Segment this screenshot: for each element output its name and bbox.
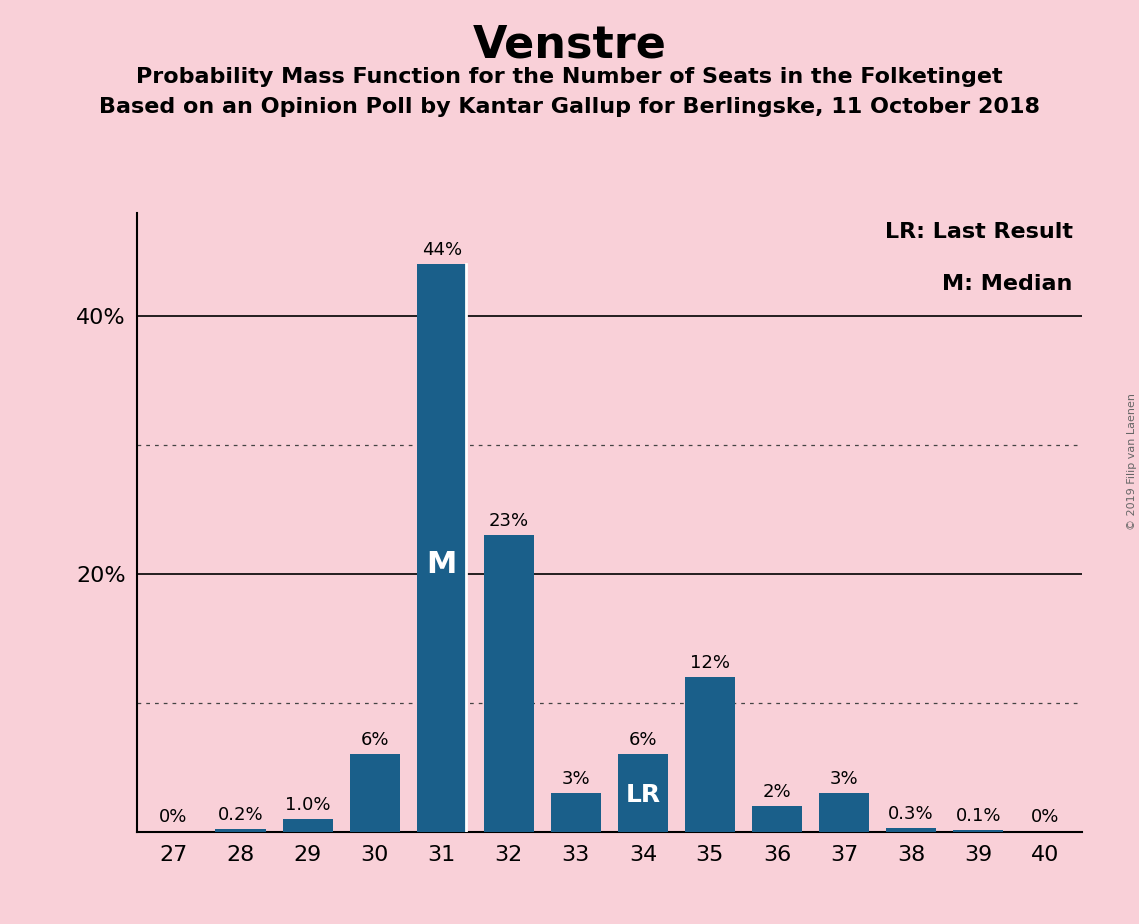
Text: 1.0%: 1.0% <box>285 796 330 813</box>
Text: M: M <box>427 551 457 579</box>
Bar <box>953 831 1003 832</box>
Text: 0.3%: 0.3% <box>888 805 934 822</box>
Text: 2%: 2% <box>763 783 792 800</box>
Text: M: Median: M: Median <box>942 274 1073 295</box>
Text: 6%: 6% <box>360 731 388 749</box>
Text: LR: LR <box>625 784 661 808</box>
Text: Probability Mass Function for the Number of Seats in the Folketinget: Probability Mass Function for the Number… <box>137 67 1002 87</box>
Bar <box>215 829 265 832</box>
Text: 23%: 23% <box>489 512 528 529</box>
Text: 6%: 6% <box>629 731 657 749</box>
Bar <box>886 828 936 832</box>
Bar <box>685 676 735 832</box>
Text: Based on an Opinion Poll by Kantar Gallup for Berlingske, 11 October 2018: Based on an Opinion Poll by Kantar Gallu… <box>99 97 1040 117</box>
Text: 12%: 12% <box>690 653 730 672</box>
Bar <box>752 806 802 832</box>
Text: 0.2%: 0.2% <box>218 806 263 824</box>
Text: 0.1%: 0.1% <box>956 808 1001 825</box>
Text: 0%: 0% <box>159 808 188 826</box>
Text: © 2019 Filip van Laenen: © 2019 Filip van Laenen <box>1126 394 1137 530</box>
Bar <box>282 819 333 832</box>
Bar <box>417 264 467 832</box>
Text: 44%: 44% <box>421 241 461 259</box>
Bar <box>819 793 869 832</box>
Bar <box>617 754 669 832</box>
Text: 0%: 0% <box>1031 808 1059 826</box>
Text: LR: Last Result: LR: Last Result <box>885 222 1073 242</box>
Text: 3%: 3% <box>829 770 859 788</box>
Bar <box>550 793 601 832</box>
Bar <box>484 535 534 832</box>
Text: Venstre: Venstre <box>473 23 666 67</box>
Bar <box>350 754 400 832</box>
Text: 3%: 3% <box>562 770 590 788</box>
